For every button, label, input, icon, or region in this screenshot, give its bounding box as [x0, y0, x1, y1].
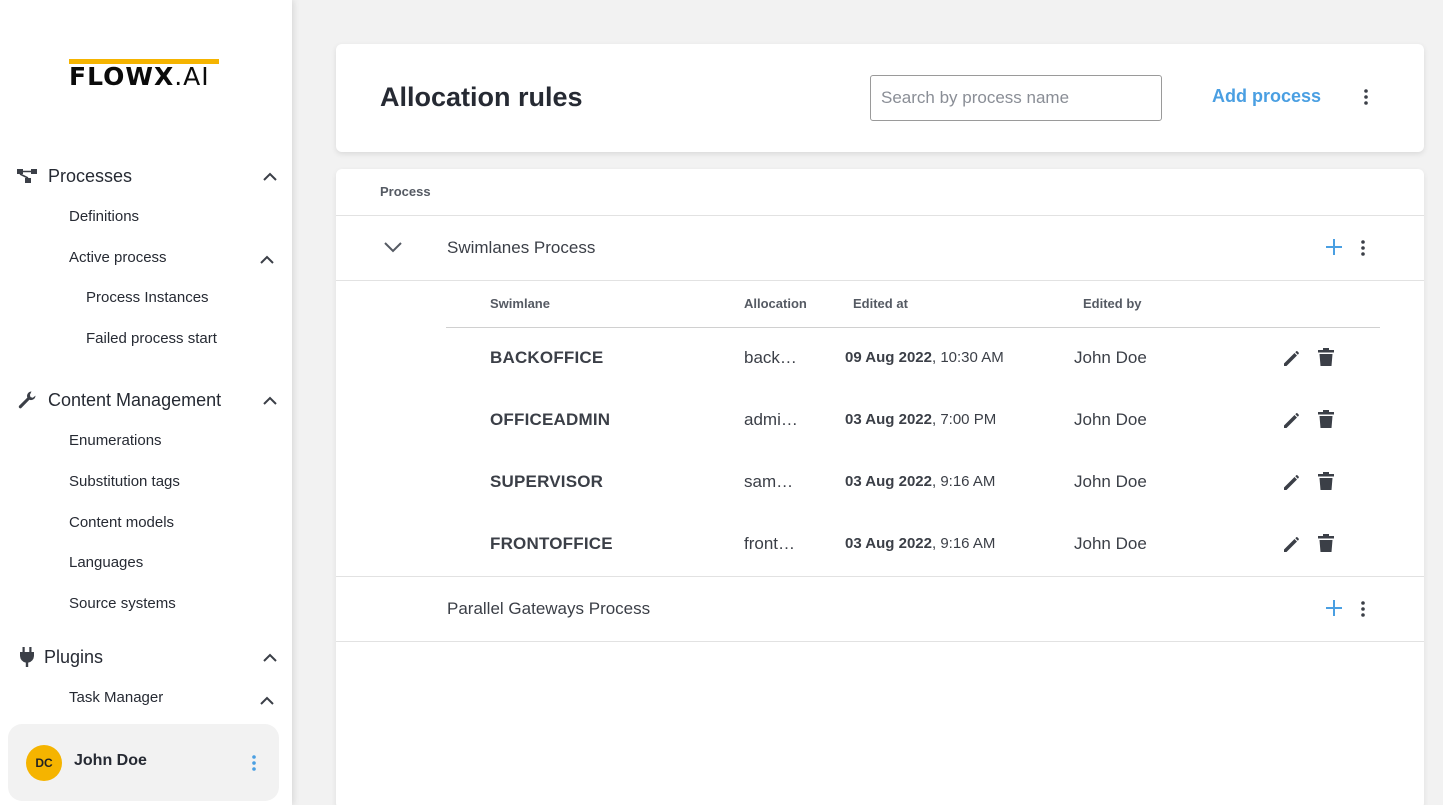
table-row[interactable]: SUPERVISOR sam… 03 Aug 2022, 9:16 AM Joh…	[336, 452, 1424, 514]
swimlane-edited-by: John Doe	[1074, 348, 1147, 367]
swimlane-edited-by: John Doe	[1074, 534, 1147, 553]
swimlane-allocation: back…	[744, 348, 797, 367]
column-header-edited-at: Edited at	[853, 296, 908, 311]
process-name: Parallel Gateways Process	[447, 599, 651, 618]
trash-icon[interactable]	[1317, 471, 1337, 493]
divider	[336, 641, 1424, 642]
divider	[336, 215, 1424, 216]
more-vertical-icon[interactable]	[1358, 87, 1374, 107]
sidebar-section-label: Processes	[48, 165, 133, 186]
process-row[interactable]: Parallel Gateways Process	[336, 577, 1424, 641]
divider	[336, 280, 1424, 281]
user-card: DC John Doe	[8, 724, 279, 801]
avatar[interactable]: DC	[26, 745, 62, 781]
trash-icon[interactable]	[1317, 409, 1337, 431]
chevron-up-icon[interactable]	[262, 649, 278, 665]
sidebar-section-label: Plugins	[44, 646, 104, 667]
edit-icon[interactable]	[1282, 410, 1302, 430]
page-header: Allocation rules Add process	[336, 44, 1424, 152]
trash-icon[interactable]	[1317, 347, 1337, 369]
sidebar: FLOWX.AI Processes Definitions Active pr…	[0, 0, 292, 805]
process-row[interactable]: Swimlanes Process	[336, 216, 1424, 280]
swimlane-edited-by: John Doe	[1074, 410, 1147, 429]
sidebar-item-languages[interactable]: Languages	[69, 554, 144, 571]
flowx-logo[interactable]: FLOWX.AI	[69, 59, 221, 91]
sidebar-item-active-process[interactable]: Active process	[69, 249, 167, 266]
sidebar-item-task-manager[interactable]: Task Manager	[69, 689, 164, 706]
sidebar-item-process-instances[interactable]: Process Instances	[86, 289, 209, 306]
table-row[interactable]: BACKOFFICE back… 09 Aug 2022, 10:30 AM J…	[336, 328, 1424, 390]
column-header-edited-by: Edited by	[1083, 296, 1142, 311]
sidebar-section-plugins[interactable]: Plugins	[16, 643, 278, 671]
user-name: John Doe	[74, 752, 147, 769]
swimlane-name: SUPERVISOR	[490, 472, 604, 491]
edit-icon[interactable]	[1282, 472, 1302, 492]
column-header-swimlane: Swimlane	[490, 296, 550, 311]
chevron-up-icon[interactable]	[262, 392, 278, 408]
search-input[interactable]	[870, 75, 1162, 121]
sidebar-item-source-systems[interactable]: Source systems	[69, 595, 176, 612]
swimlane-name: BACKOFFICE	[490, 348, 604, 367]
more-vertical-icon[interactable]	[246, 753, 262, 773]
wrench-icon	[16, 390, 38, 410]
process-name: Swimlanes Process	[447, 238, 596, 257]
table-row[interactable]: OFFICEADMIN admi… 03 Aug 2022, 7:00 PM J…	[336, 390, 1424, 452]
logo-text: FLOWX.AI	[69, 62, 210, 91]
edit-icon[interactable]	[1282, 534, 1302, 554]
logo-bar	[69, 59, 219, 64]
page-title: Allocation rules	[380, 82, 583, 112]
add-swimlane-icon[interactable]	[1324, 237, 1344, 257]
chevron-up-icon[interactable]	[260, 251, 274, 269]
edit-icon[interactable]	[1282, 348, 1302, 368]
swimlane-edited-at: 03 Aug 2022, 9:16 AM	[845, 473, 996, 490]
more-vertical-icon[interactable]	[1355, 238, 1371, 258]
allocation-table: Process Swimlanes Process Swimlane Alloc…	[336, 169, 1424, 805]
chevron-up-icon[interactable]	[262, 168, 278, 184]
sidebar-section-processes[interactable]: Processes	[16, 162, 278, 190]
chevron-up-icon[interactable]	[260, 692, 274, 710]
more-vertical-icon[interactable]	[1355, 599, 1371, 619]
trash-icon[interactable]	[1317, 533, 1337, 555]
swimlane-name: OFFICEADMIN	[490, 410, 611, 429]
column-header-process: Process	[380, 184, 431, 199]
swimlane-name: FRONTOFFICE	[490, 534, 613, 553]
sidebar-item-definitions[interactable]: Definitions	[69, 208, 140, 225]
swimlane-edited-at: 03 Aug 2022, 9:16 AM	[845, 535, 996, 552]
process-tree-icon	[16, 166, 38, 186]
swimlane-allocation: front…	[744, 534, 796, 553]
chevron-down-icon[interactable]	[384, 238, 404, 258]
sidebar-section-content-management[interactable]: Content Management	[16, 386, 278, 414]
add-process-button[interactable]: Add process	[1212, 86, 1322, 106]
column-header-allocation: Allocation	[744, 296, 807, 311]
sidebar-item-failed-process-start[interactable]: Failed process start	[86, 330, 217, 347]
table-row[interactable]: FRONTOFFICE front… 03 Aug 2022, 9:16 AM …	[336, 514, 1424, 576]
divider	[446, 327, 1380, 328]
divider	[336, 576, 1424, 577]
swimlane-allocation: admi…	[744, 410, 798, 429]
swimlane-edited-at: 09 Aug 2022, 10:30 AM	[845, 349, 1004, 366]
swimlane-allocation: sam…	[744, 472, 794, 491]
sidebar-item-enumerations[interactable]: Enumerations	[69, 432, 162, 449]
swimlane-edited-at: 03 Aug 2022, 7:00 PM	[845, 411, 997, 428]
plug-icon	[16, 647, 38, 667]
sidebar-item-content-models[interactable]: Content models	[69, 514, 175, 531]
sidebar-item-substitution-tags[interactable]: Substitution tags	[69, 473, 180, 490]
add-swimlane-icon[interactable]	[1324, 598, 1344, 618]
swimlane-edited-by: John Doe	[1074, 472, 1147, 491]
sidebar-section-label: Content Management	[48, 389, 222, 410]
